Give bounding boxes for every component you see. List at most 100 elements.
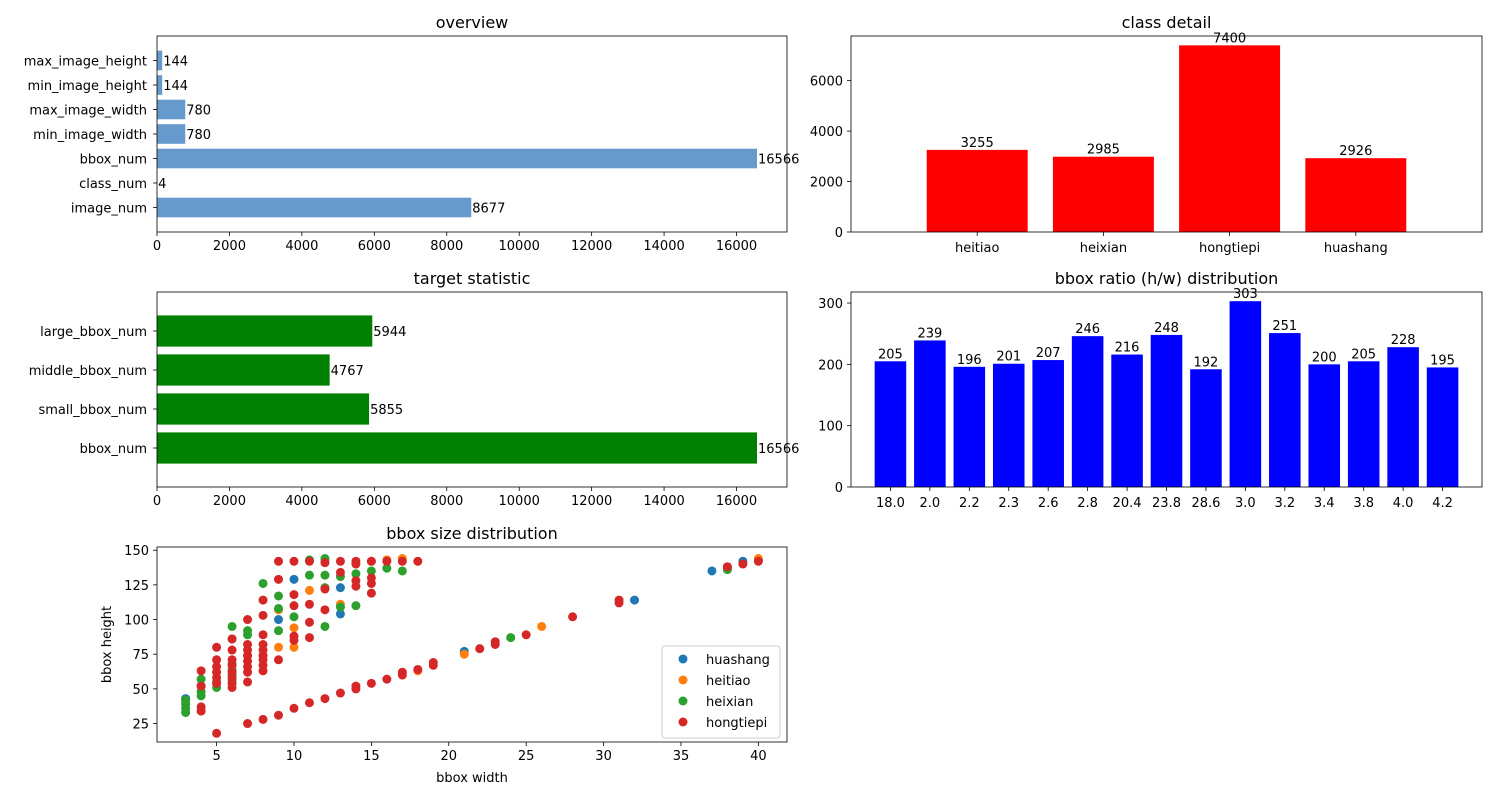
point-hongtiepi <box>212 662 222 672</box>
plot-frame <box>850 291 1483 488</box>
point-hongtiepi <box>289 631 299 641</box>
bar-2.6 <box>1032 360 1064 487</box>
point-hongtiepi <box>753 556 763 566</box>
point-heixian <box>304 570 314 580</box>
value-label-large_bbox_num: 5944 <box>373 325 406 340</box>
legend-label-heixian: heixian <box>706 695 753 710</box>
xtick-label-huashang: huashang <box>1324 241 1388 256</box>
bar-max_image_width <box>157 99 186 120</box>
point-hongtiepi <box>320 584 330 594</box>
plot-frame <box>156 546 788 743</box>
point-heixian <box>320 570 330 580</box>
point-hongtiepi <box>274 574 284 584</box>
point-hongtiepi <box>320 694 330 704</box>
ytick-label-max_image_width: max_image_width <box>29 104 147 119</box>
point-hongtiepi <box>258 630 268 640</box>
xtick-label-heixian: heixian <box>1080 241 1127 256</box>
point-heitiao <box>537 621 547 631</box>
chart-class_detail: 3255 heitiao 2985 heixian 7400 hongtiepi 2926 h… <box>810 13 1483 256</box>
value-label-max_image_height: 144 <box>163 55 188 70</box>
point-hongtiepi <box>738 559 748 569</box>
point-hongtiepi <box>243 719 253 729</box>
bar-bbox_num <box>157 432 758 464</box>
legend: huashang heitiao heixian hongtiepi <box>661 645 781 739</box>
chart-overview: 8677 image_num 4 class_num 16566 bbox_num 780 m… <box>24 13 800 254</box>
point-hongtiepi <box>304 599 314 609</box>
xtick-label-20.4: 20.4 <box>1113 496 1142 511</box>
legend-label-huashang: huashang <box>706 653 770 668</box>
point-hongtiepi <box>304 617 314 627</box>
ytick-label-small_bbox_num: small_bbox_num <box>38 403 147 418</box>
ytick-label-class_num: class_num <box>79 177 147 192</box>
bar-max_image_height <box>157 50 163 71</box>
legend-marker-heixian <box>678 696 688 706</box>
value-label-18.0: 205 <box>878 347 903 362</box>
value-label-middle_bbox_num: 4767 <box>331 364 364 379</box>
bar-bbox_num <box>157 148 758 169</box>
value-label-3.2: 251 <box>1272 319 1297 334</box>
xtick-label: 10 <box>286 749 303 764</box>
point-hongtiepi <box>304 698 314 708</box>
point-hongtiepi <box>274 710 284 720</box>
point-heixian <box>196 674 206 684</box>
value-label-min_image_width: 780 <box>186 128 211 143</box>
xtick-label: 12000 <box>571 239 612 254</box>
chart-bbox_ratio: 205 18.0 239 2.0 196 2.2 201 2.3 207 2.6 246 2.8 216… <box>818 269 1483 511</box>
point-hongtiepi <box>366 556 376 566</box>
point-heixian <box>366 566 376 576</box>
xtick-label-heitiao: heitiao <box>955 241 1000 256</box>
ytick-label-min_image_width: min_image_width <box>33 128 147 143</box>
bar-heixian <box>1052 156 1154 232</box>
point-hongtiepi <box>351 556 361 566</box>
ytick-label-bbox_num: bbox_num <box>80 153 147 168</box>
xtick-label: 20 <box>441 749 458 764</box>
point-heixian <box>243 626 253 636</box>
xtick-label: 2000 <box>213 494 246 509</box>
point-heixian <box>227 621 237 631</box>
point-hongtiepi <box>258 595 268 605</box>
xtick-label-3.8: 3.8 <box>1353 496 1374 511</box>
point-hongtiepi <box>413 556 423 566</box>
point-hongtiepi <box>351 576 361 586</box>
point-hongtiepi <box>320 605 330 615</box>
bar-2.0 <box>914 340 946 487</box>
value-label-2.2: 196 <box>957 353 982 368</box>
point-hongtiepi <box>521 630 531 640</box>
plot-frame <box>156 35 788 233</box>
ytick-label: 2000 <box>810 176 843 191</box>
xtick-label-3.2: 3.2 <box>1274 496 1295 511</box>
value-label-2.6: 207 <box>1036 346 1061 361</box>
ytick-label-max_image_height: max_image_height <box>24 55 147 70</box>
bar-3.2 <box>1269 333 1301 487</box>
point-hongtiepi <box>335 688 345 698</box>
xtick-label-3.4: 3.4 <box>1314 496 1335 511</box>
value-label-3.8: 205 <box>1351 347 1376 362</box>
point-heixian <box>351 569 361 579</box>
point-hongtiepi <box>366 588 376 598</box>
point-heixian <box>274 603 284 613</box>
point-huashang <box>289 574 299 584</box>
point-hongtiepi <box>258 610 268 620</box>
point-huashang <box>335 583 345 593</box>
value-label-min_image_height: 144 <box>163 79 188 94</box>
ytick-label-image_num: image_num <box>71 202 147 217</box>
point-huashang <box>335 609 345 619</box>
point-hongtiepi <box>397 556 407 566</box>
ytick-label-min_image_height: min_image_height <box>28 79 147 94</box>
point-hongtiepi <box>274 556 284 566</box>
value-label-heixian: 2985 <box>1087 143 1120 158</box>
point-hongtiepi <box>335 556 345 566</box>
plot-frame <box>156 291 788 488</box>
xtick-label: 8000 <box>430 494 463 509</box>
xtick-label-28.6: 28.6 <box>1191 496 1220 511</box>
point-heitiao <box>289 623 299 633</box>
point-hongtiepi <box>227 634 237 644</box>
value-label-20.4: 216 <box>1115 341 1140 356</box>
chart-title: bbox size distribution <box>386 524 557 543</box>
value-label-hongtiepi: 7400 <box>1213 31 1246 46</box>
value-label-class_num: 4 <box>158 177 166 192</box>
chart-title: target statistic <box>414 269 531 288</box>
bar-middle_bbox_num <box>157 354 330 386</box>
point-hongtiepi <box>475 644 485 654</box>
xtick-label: 16000 <box>716 239 757 254</box>
